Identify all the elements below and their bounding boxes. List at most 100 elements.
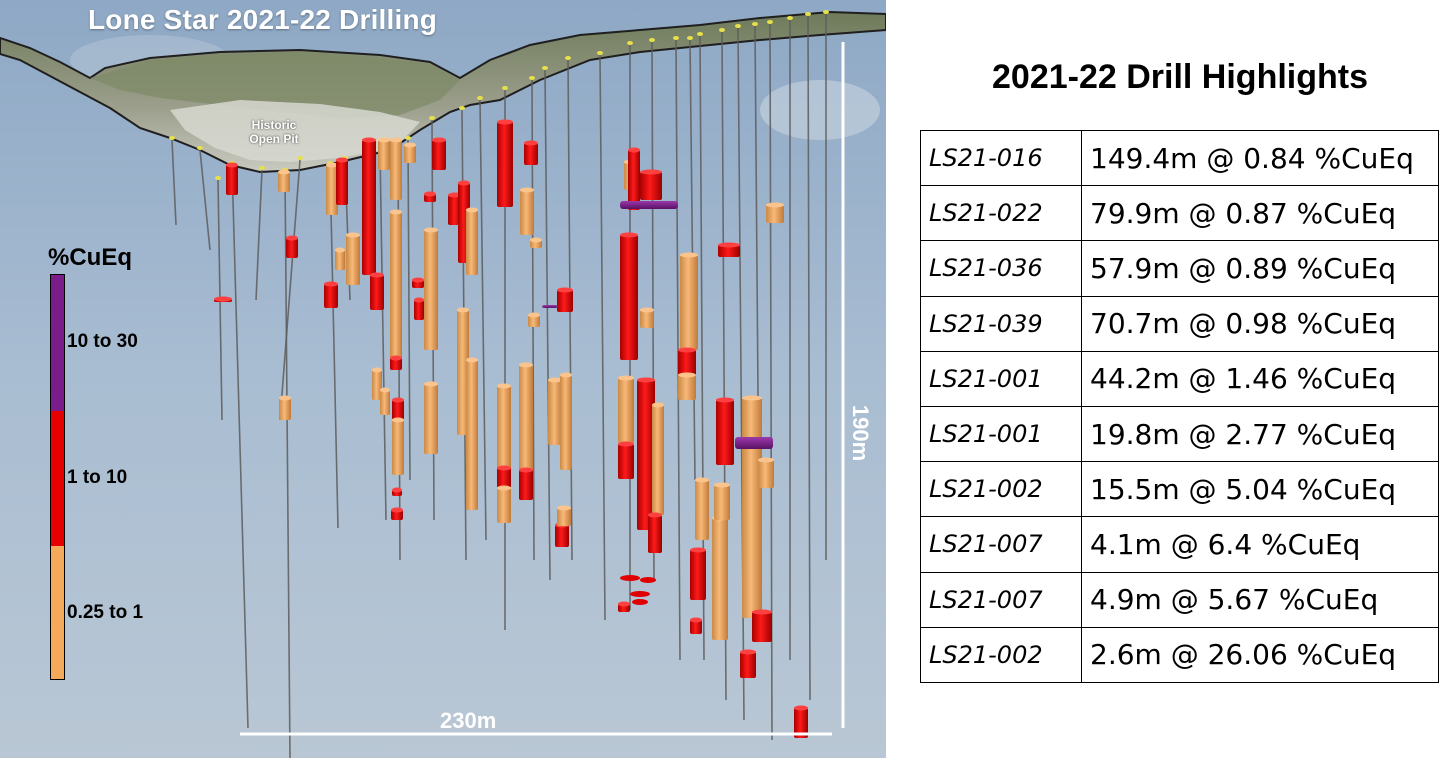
interval-cap [524,140,538,146]
vertical-scale-label: 190m [848,404,874,462]
high-grade-interval [735,437,773,449]
table-row: LS21-039 70.7m @ 0.98 %CuEq [920,295,1439,352]
drill-collar [673,36,679,40]
grade-interval [637,380,655,530]
pit-label-line2: Open Pit [249,132,299,146]
hole-id: LS21-007 [920,571,1082,628]
assay-result: 15.5m @ 5.04 %CuEq [1081,461,1439,518]
grade-interval [390,358,402,370]
interval-cap [466,207,478,213]
interval-cap [390,209,402,215]
grade-interval [528,315,540,327]
drill-collar [459,106,465,110]
drill-trace [329,164,339,529]
interval-cap [618,441,634,447]
grade-interval [716,400,734,465]
interval-cap [742,395,762,401]
interval-cap [392,487,402,493]
table-row: LS21-002 2.6m @ 26.06 %CuEq [920,626,1439,684]
assay-result: 4.9m @ 5.67 %CuEq [1081,571,1439,628]
interval-cap [286,235,298,241]
drill-collar [823,10,829,14]
grade-interval [752,612,772,642]
interval-cap [432,137,446,143]
grade-interval [278,172,290,192]
grade-interval [497,488,511,523]
grade-interval [678,375,696,400]
grade-interval [391,510,403,520]
interval-cap [497,119,513,125]
highlights-table: LS21-016 149.4m @ 0.84 %CuEq LS21-022 79.9… [920,129,1439,684]
assay-result: 79.9m @ 0.87 %CuEq [1081,185,1439,242]
grade-interval [718,245,740,257]
interval-cap [362,137,376,143]
interval-cap [336,157,348,163]
drill-collar [215,176,221,180]
interval-cap [714,482,730,488]
interval-cap [640,307,654,313]
drill-collar [767,20,773,24]
interval-cap [424,381,438,387]
drill-collar [627,41,633,45]
grade-interval [640,310,654,328]
legend-label-high: 10 to 30 [67,331,138,352]
interval-cap [618,375,634,381]
assay-result: 19.8m @ 2.77 %CuEq [1081,405,1439,463]
interval-cap [678,372,696,378]
interval-cap [380,387,390,393]
interval-cap [557,505,571,511]
interval-cap [370,272,384,278]
interval-cap [618,601,630,607]
interval-cap [740,649,756,655]
grade-interval [560,375,572,470]
interval-cap [391,507,403,513]
interval-cap [548,377,562,383]
grade-intervals [214,119,808,738]
grade-interval [678,350,696,378]
drill-collar [405,136,411,140]
drill-collar [565,56,571,60]
interval-cap [226,162,238,168]
assay-result: 149.4m @ 0.84 %CuEq [1081,129,1439,187]
interval-cap [766,202,784,208]
grade-interval [370,275,384,310]
interval-cap [520,187,534,193]
interval-cap [678,347,696,353]
drill-collar [697,32,703,36]
drill-trace [284,171,291,758]
interval-cap [497,485,511,491]
drill-collar [735,24,741,28]
grade-interval [618,378,634,443]
grade-interval [466,360,478,510]
grade-interval [628,150,640,210]
grade-interval [390,140,402,200]
grade-interval [652,405,664,515]
drill-collar [477,96,483,100]
grade-interval [618,444,634,479]
drill-collar [787,16,793,20]
hole-id: LS21-001 [920,405,1082,463]
drill-collar [502,86,508,90]
grade-interval [758,460,774,488]
interval-cap [346,232,360,238]
interval-cap [690,547,706,553]
grade-interval [286,238,298,258]
grade-interval [392,420,404,475]
grade-interval [336,160,348,205]
grade-interval [695,480,709,540]
grade-interval [380,390,390,415]
drill-collar [297,156,303,160]
interval-cap [326,162,338,168]
grade-interval [742,398,762,618]
drill-trace [807,15,811,701]
grade-interval [372,370,382,400]
interval-cap [519,467,533,473]
grade-disc [620,575,640,581]
drill-trace [231,164,249,729]
grade-disc [640,577,656,583]
interval-cap [390,137,402,143]
grade-interval [524,143,538,165]
grade-interval [392,400,404,420]
interval-cap [628,147,640,153]
interval-cap [716,397,734,403]
